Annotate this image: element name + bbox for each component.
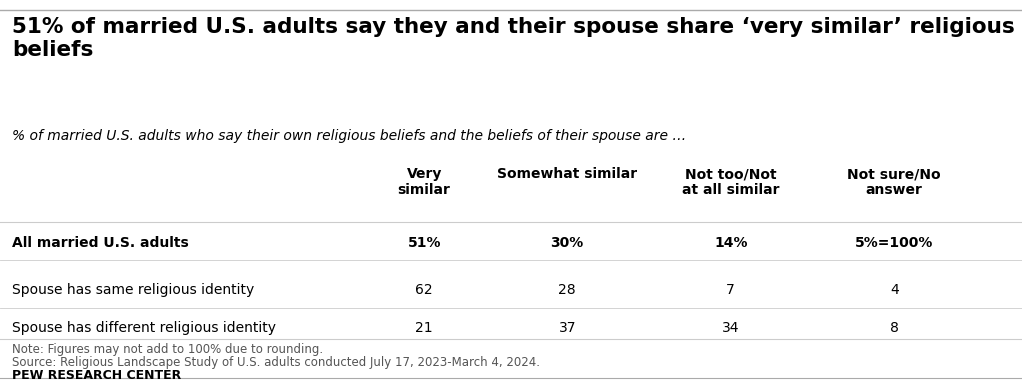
Text: 4: 4 (890, 283, 898, 297)
Text: Source: Religious Landscape Study of U.S. adults conducted July 17, 2023-March 4: Source: Religious Landscape Study of U.S… (12, 356, 541, 369)
Text: % of married U.S. adults who say their own religious beliefs and the beliefs of : % of married U.S. adults who say their o… (12, 129, 687, 143)
Text: 8: 8 (890, 321, 898, 335)
Text: Somewhat similar: Somewhat similar (497, 167, 638, 181)
Text: 51% of married U.S. adults say they and their spouse share ‘very similar’ religi: 51% of married U.S. adults say they and … (12, 17, 1015, 60)
Text: 14%: 14% (714, 236, 747, 250)
Text: Very
similar: Very similar (398, 167, 451, 197)
Text: 21: 21 (415, 321, 433, 335)
Text: PEW RESEARCH CENTER: PEW RESEARCH CENTER (12, 369, 182, 380)
Text: 7: 7 (727, 283, 735, 297)
Text: 28: 28 (558, 283, 576, 297)
Text: All married U.S. adults: All married U.S. adults (12, 236, 189, 250)
Text: 51%: 51% (408, 236, 440, 250)
Text: 30%: 30% (551, 236, 584, 250)
Text: 5%=100%: 5%=100% (855, 236, 933, 250)
Text: 34: 34 (722, 321, 740, 335)
Text: Not sure/No
answer: Not sure/No answer (847, 167, 941, 197)
Text: 37: 37 (558, 321, 576, 335)
Text: 62: 62 (415, 283, 433, 297)
Text: Note: Figures may not add to 100% due to rounding.: Note: Figures may not add to 100% due to… (12, 343, 323, 356)
Text: Spouse has different religious identity: Spouse has different religious identity (12, 321, 276, 335)
Text: Not too/Not
at all similar: Not too/Not at all similar (682, 167, 780, 197)
Text: Spouse has same religious identity: Spouse has same religious identity (12, 283, 254, 297)
